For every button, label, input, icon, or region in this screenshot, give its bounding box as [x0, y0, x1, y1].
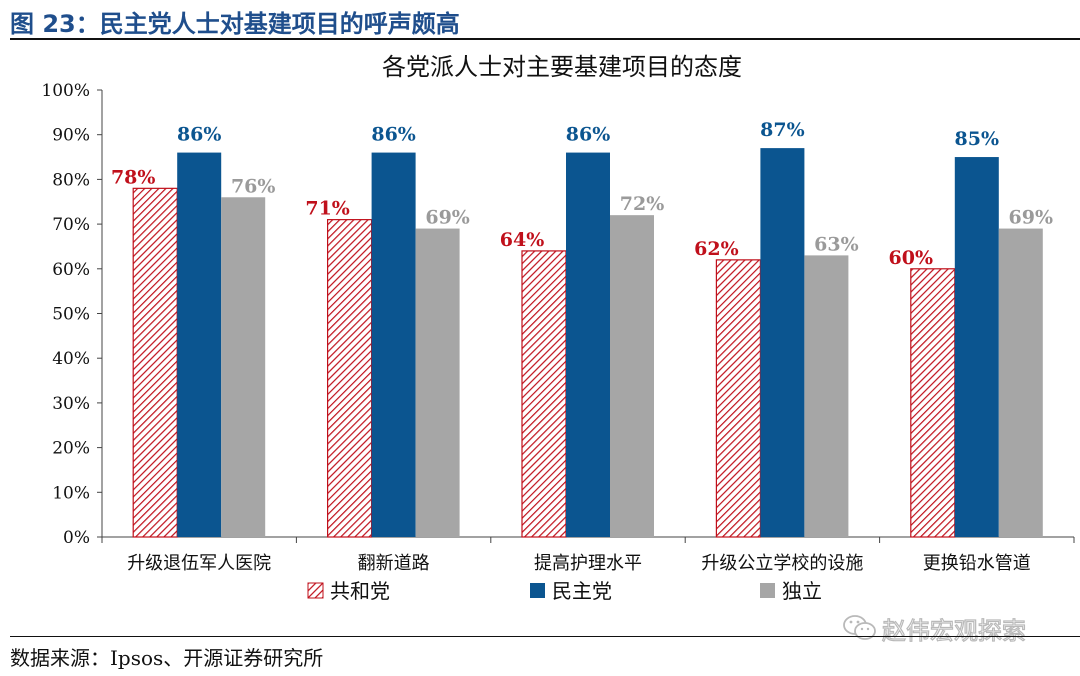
figure-title: 图 23：民主党人士对基建项目的呼声颇高	[10, 10, 460, 38]
bar-共和党	[521, 250, 567, 538]
bar-共和党	[132, 187, 178, 538]
bar-民主党	[177, 152, 222, 537]
bar-独立	[804, 255, 849, 537]
y-tick-label: 90%	[52, 126, 90, 146]
y-tick-label: 80%	[52, 170, 90, 190]
data-labels: 78% 71% 64% 62% 60% 86% 86% 86% 87% 85% 76% 69% 72% 6…	[111, 119, 1053, 269]
figure-source: 数据来源：Ipsos、开源证券研究所	[10, 646, 324, 670]
data-label: 86%	[371, 124, 416, 146]
footer-rule	[10, 636, 1080, 637]
y-tick-label: 40%	[52, 349, 90, 369]
x-tick-label: 更换铅水管道	[923, 553, 1031, 574]
data-label: 63%	[814, 233, 859, 255]
legend-swatch	[760, 583, 775, 598]
axes: 0% 10% 20% 30% 40% 50% 60% 70% 80% 90% 100% 升级退伍军人医…	[41, 81, 1075, 574]
figure-header: 图 23：民主党人士对基建项目的呼声颇高	[10, 4, 460, 38]
bar-共和党	[715, 259, 762, 538]
bar-独立	[415, 228, 460, 537]
bar-独立	[998, 228, 1043, 537]
y-tick-label: 20%	[52, 439, 90, 459]
legend-label: 共和党	[330, 579, 390, 603]
chart-title: 各党派人士对主要基建项目的态度	[382, 53, 742, 81]
data-label: 87%	[760, 119, 805, 141]
data-label: 76%	[231, 175, 276, 197]
bar-独立	[610, 215, 654, 537]
bar-共和党	[910, 268, 956, 538]
legend-label: 独立	[782, 579, 822, 603]
x-tick-label: 翻新道路	[358, 553, 430, 574]
wechat-icon	[843, 615, 876, 640]
y-tick-label: 10%	[52, 483, 90, 503]
data-label: 62%	[694, 238, 739, 260]
bar-chart: 各党派人士对主要基建项目的态度 0% 10% 20% 30% 40% 50% 60% 70% 8…	[41, 53, 1075, 603]
bar-民主党	[954, 157, 999, 538]
data-label: 69%	[1009, 207, 1054, 229]
watermark-text: 赵伟宏观探索	[881, 616, 1026, 645]
data-label: 64%	[500, 229, 545, 251]
legend-swatch	[530, 583, 545, 598]
y-tick-label: 70%	[52, 215, 90, 235]
y-tick-label: 100%	[41, 81, 90, 101]
bar-民主党	[371, 152, 416, 537]
legend-swatch	[307, 582, 324, 599]
x-tick-label: 升级退伍军人医院	[127, 553, 271, 574]
y-tick-label: 50%	[52, 305, 90, 325]
bar-民主党	[566, 152, 610, 537]
data-label: 71%	[305, 198, 350, 220]
x-tick-label: 升级公立学校的设施	[701, 553, 863, 574]
data-label: 86%	[177, 124, 222, 146]
bar-共和党	[327, 219, 373, 538]
data-label: 85%	[955, 128, 1000, 150]
y-tick-label: 0%	[63, 528, 90, 548]
y-tick-label: 60%	[52, 260, 90, 280]
data-label: 86%	[566, 124, 611, 146]
bar-民主党	[760, 148, 805, 538]
y-tick-label: 30%	[52, 394, 90, 414]
legend: 共和党 民主党 独立	[307, 579, 822, 603]
data-label: 72%	[620, 193, 665, 215]
data-label: 78%	[111, 166, 156, 188]
x-tick-label: 提高护理水平	[534, 553, 642, 574]
bars	[132, 148, 1043, 538]
legend-label: 民主党	[552, 579, 612, 603]
bar-独立	[221, 197, 266, 537]
header-rule	[10, 38, 1080, 40]
data-label: 60%	[889, 247, 934, 269]
data-label: 69%	[425, 207, 470, 229]
